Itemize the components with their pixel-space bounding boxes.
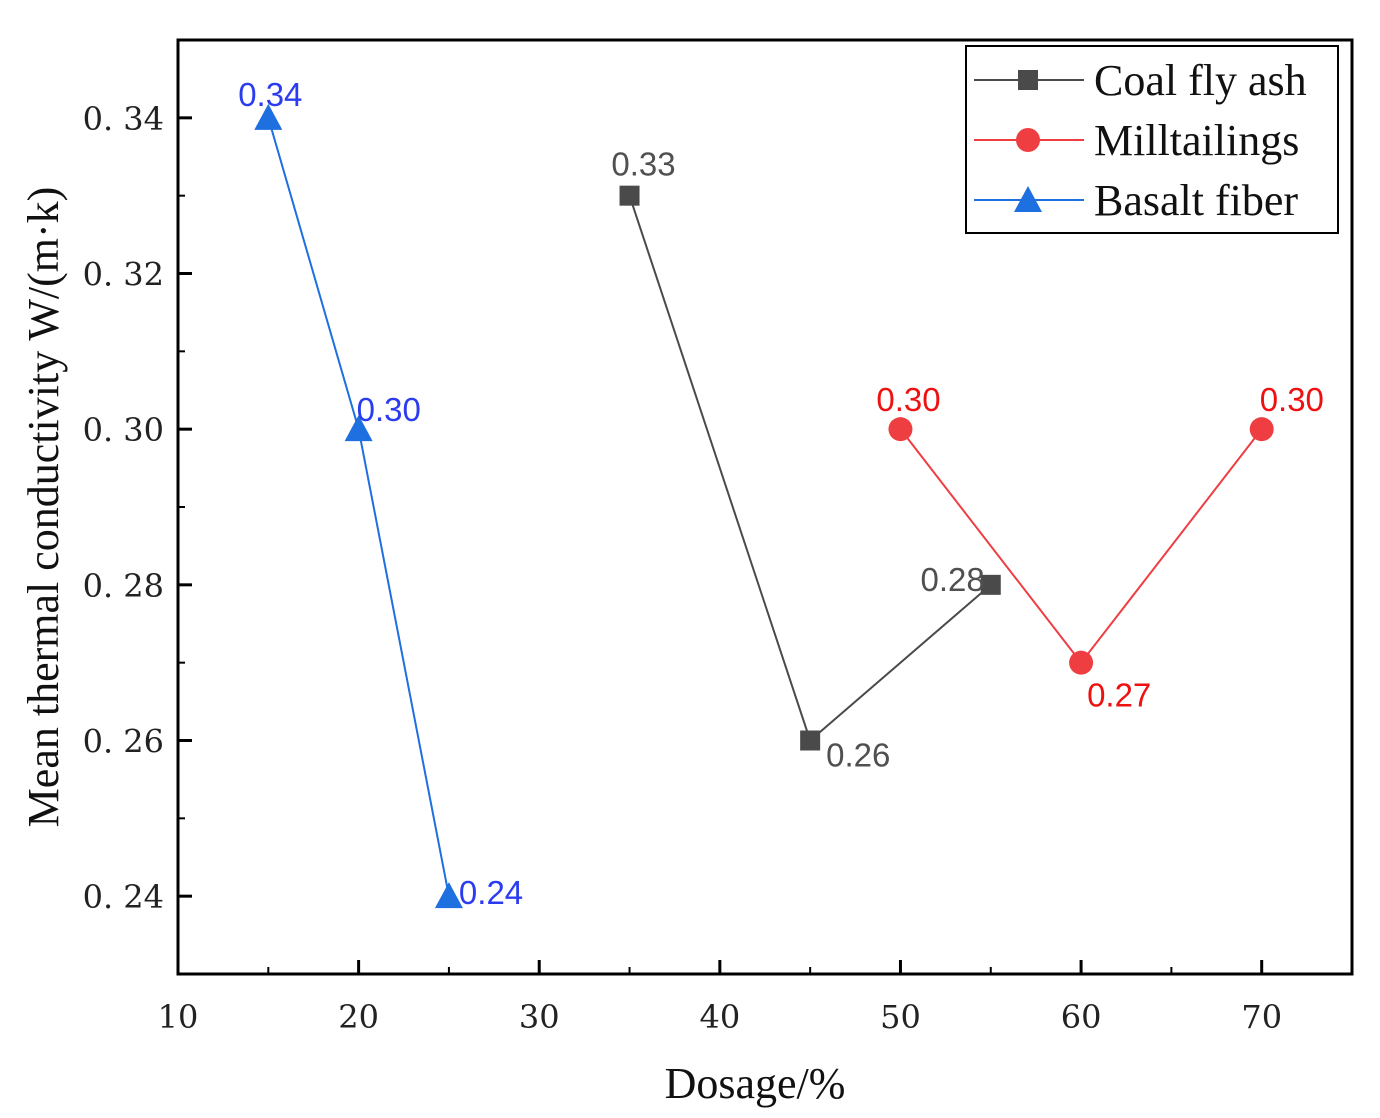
y-tick-label-0.28: 0. 28	[83, 567, 164, 605]
series-line-milltailings	[899, 428, 1263, 665]
y-tick-label-0.3: 0. 30	[83, 411, 164, 449]
y-axis-title: Mean thermal conductivity W/(m·k)	[19, 187, 68, 828]
data-label-milltailings-1: 0.27	[1087, 677, 1151, 714]
y-tick-label-0.26: 0. 26	[83, 723, 164, 761]
data-label-basalt-fiber-1: 0.30	[357, 391, 421, 428]
y-tick-label-0.24: 0. 24	[83, 878, 164, 916]
legend-label-coal-fly-ash: Coal fly ash	[1094, 56, 1307, 105]
data-point-milltailings-1	[1069, 650, 1094, 675]
legend-label-milltailings: Milltailings	[1094, 116, 1299, 165]
data-point-coal-fly-ash-2	[980, 574, 1001, 595]
x-tick-label-70: 70	[1241, 998, 1282, 1036]
y-tick-label-0.32: 0. 32	[83, 256, 164, 294]
series-line-basalt-fiber	[267, 117, 450, 897]
data-label-milltailings-2: 0.30	[1260, 381, 1324, 418]
data-point-basalt-fiber-2	[434, 882, 463, 909]
legend-marker-coal-fly-ash	[1018, 70, 1038, 90]
data-point-basalt-fiber-0	[254, 103, 283, 130]
legend-marker-milltailings	[1016, 128, 1040, 152]
data-point-coal-fly-ash-1	[800, 730, 821, 751]
x-axis-title: Dosage/%	[665, 1059, 846, 1108]
x-tick-label-30: 30	[519, 998, 560, 1036]
x-tick-label-20: 20	[338, 998, 379, 1036]
data-label-coal-fly-ash-0: 0.33	[611, 146, 675, 183]
data-label-basalt-fiber-2: 0.24	[459, 874, 523, 911]
data-point-milltailings-0	[888, 417, 913, 442]
legend-marker-basalt-fiber	[1014, 186, 1042, 212]
y-tick-label-0.34: 0. 34	[83, 100, 164, 138]
data-label-milltailings-0: 0.30	[876, 381, 940, 418]
x-tick-label-40: 40	[699, 998, 740, 1036]
data-label-coal-fly-ash-2: 0.28	[921, 561, 985, 598]
data-point-coal-fly-ash-0	[619, 185, 640, 206]
x-tick-label-10: 10	[158, 998, 199, 1036]
x-tick-label-50: 50	[880, 998, 921, 1036]
data-point-milltailings-2	[1249, 417, 1274, 442]
series-line-coal-fly-ash	[628, 195, 992, 743]
data-point-basalt-fiber-1	[344, 415, 373, 442]
data-label-coal-fly-ash-1: 0.26	[826, 737, 890, 774]
x-tick-label-60: 60	[1061, 998, 1102, 1036]
legend-label-basalt-fiber: Basalt fiber	[1094, 176, 1298, 225]
data-label-basalt-fiber-0: 0.34	[238, 76, 302, 113]
